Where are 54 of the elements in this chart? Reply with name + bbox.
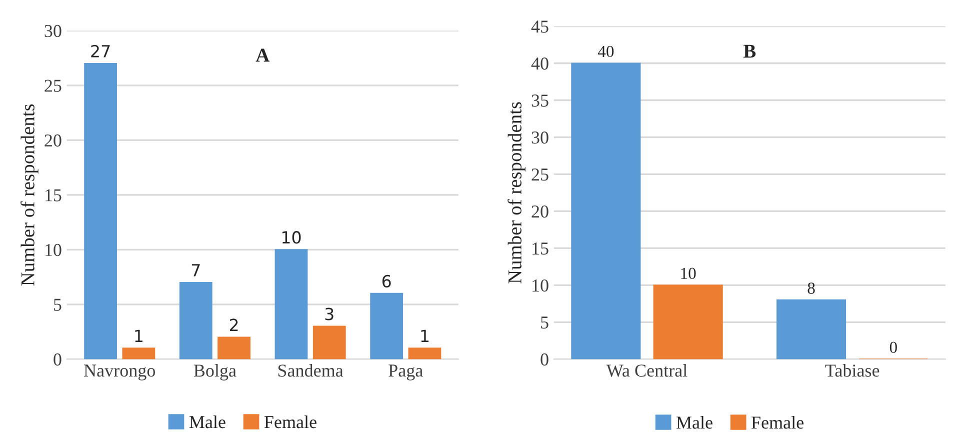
y-tick-label: 25	[44, 80, 62, 92]
text: A	[256, 48, 270, 62]
y-tick-label: 10	[532, 279, 548, 292]
legend-label: Male	[676, 416, 712, 429]
data-label: 10	[681, 268, 696, 280]
y-tick-label: 20	[44, 134, 62, 147]
data-label: 27	[91, 44, 110, 58]
y-axis-title: Number of respondents	[20, 104, 38, 286]
bar	[122, 348, 156, 360]
data-label: 10	[282, 231, 301, 244]
y-tick-label: 40	[531, 58, 548, 70]
y-tick-label: 30	[44, 24, 62, 38]
y-tick-label: 10	[46, 244, 62, 256]
bar	[776, 299, 846, 360]
x-tick-label: Bolga	[194, 364, 236, 380]
legend-label: Male	[189, 415, 226, 428]
y-tick-label: 25	[532, 168, 548, 181]
y-axis-title: Number of respondents	[508, 102, 526, 284]
y-tick-label: 15	[532, 242, 548, 255]
y-tick-label: 5	[541, 316, 548, 329]
legend-label: Female	[751, 416, 804, 429]
x-tick-label: Sandema	[278, 364, 344, 377]
bar	[84, 62, 117, 360]
bar	[653, 284, 723, 360]
data-label: 0	[890, 342, 897, 353]
data-label: 6	[382, 274, 391, 288]
legend-label: Female	[264, 415, 316, 428]
data-label: 1	[135, 330, 142, 342]
bar	[370, 292, 404, 360]
bar	[218, 336, 250, 360]
bar	[408, 348, 442, 360]
data-label: 8	[808, 282, 815, 294]
y-tick-label: 20	[532, 205, 548, 218]
x-tick-label: Paga	[388, 364, 423, 380]
data-label: 2	[230, 318, 238, 332]
text: B	[744, 44, 756, 58]
y-tick-label: 35	[532, 94, 548, 107]
x-tick-label: Navrongo	[84, 364, 156, 380]
bar	[179, 282, 212, 360]
y-tick-label: 30	[532, 131, 548, 144]
y-tick-label: 15	[46, 189, 62, 202]
y-tick-label: 0	[54, 353, 62, 366]
y-tick-label: 45	[531, 20, 548, 33]
x-tick-label: Tabiase	[825, 364, 880, 377]
bar	[274, 249, 308, 360]
y-tick-label: 0	[540, 353, 548, 366]
x-tick-label: Wa Central	[606, 364, 688, 377]
y-tick-label: 5	[54, 298, 62, 311]
data-label: 1	[421, 330, 428, 342]
data-label: 7	[192, 264, 200, 276]
data-label: 3	[325, 308, 334, 320]
data-label: 40	[598, 46, 614, 58]
bar	[571, 62, 641, 360]
bar	[312, 326, 346, 360]
